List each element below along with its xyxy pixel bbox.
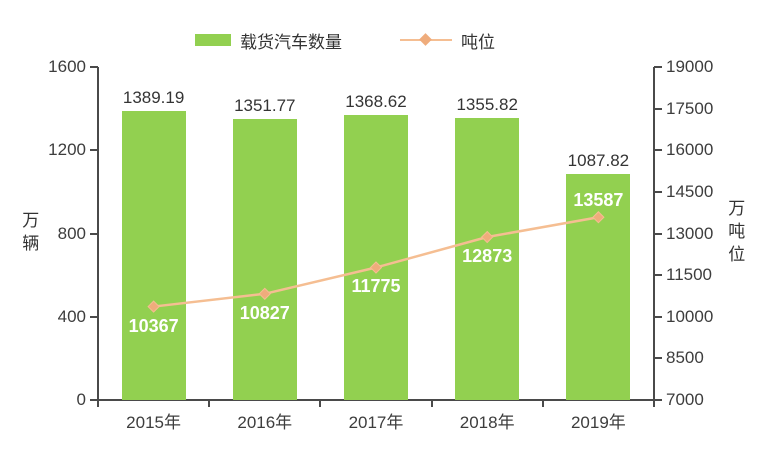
right-axis-tick xyxy=(654,66,662,68)
x-axis-tick xyxy=(97,400,99,407)
left-axis-tick xyxy=(90,315,98,318)
x-axis-category-label: 2015年 xyxy=(126,413,181,432)
right-axis-tick xyxy=(654,274,662,277)
left-axis-tick-label: 400 xyxy=(57,306,86,326)
bar-value-label: 1389.19 xyxy=(122,87,185,107)
line-value-label: 10367 xyxy=(128,315,179,336)
right-axis-tick xyxy=(654,357,662,360)
x-axis-tick xyxy=(208,400,211,407)
x-axis-category-label: 2016年 xyxy=(237,413,293,432)
left-axis-tick xyxy=(90,399,98,401)
left-axis-line xyxy=(97,67,99,400)
right-axis-tick xyxy=(654,149,662,152)
left-axis-title: 万辆 xyxy=(22,211,40,253)
legend: 载货汽车数量 吨位 xyxy=(0,28,690,52)
right-axis-tick xyxy=(654,107,662,110)
line-value-label: 13587 xyxy=(573,190,624,211)
x-axis-tick xyxy=(541,400,544,407)
bar-value-label: 1355.82 xyxy=(456,94,518,114)
legend-label-line: 吨位 xyxy=(461,32,495,52)
right-axis-tick-label: 13000 xyxy=(666,223,714,243)
bar-2017年 xyxy=(344,115,408,400)
left-axis-tick-label: 800 xyxy=(57,223,86,243)
right-axis-tick-label: 11500 xyxy=(666,265,713,285)
right-axis-tick-label: 8500 xyxy=(666,348,704,368)
right-axis-tick-label: 10000 xyxy=(666,306,714,326)
line-value-label: 10827 xyxy=(239,302,290,323)
left-axis-tick xyxy=(90,66,98,68)
right-axis-title: 万吨位 xyxy=(728,199,746,264)
bar-2016年 xyxy=(232,118,297,400)
legend-line-swatch-icon xyxy=(400,33,452,46)
line-value-label: 12873 xyxy=(462,246,513,267)
legend-item-line: 吨位 xyxy=(400,28,495,53)
legend-bar-swatch-icon xyxy=(195,34,231,46)
x-axis-category-label: 2017年 xyxy=(348,413,404,432)
left-axis-tick-label: 1200 xyxy=(48,140,86,160)
right-axis-tick xyxy=(654,232,662,235)
right-axis-tick xyxy=(654,399,662,401)
left-axis-tick xyxy=(90,232,98,235)
x-axis-tick xyxy=(319,400,322,407)
left-axis-tick-label: 0 xyxy=(76,390,86,409)
left-axis-tick-label: 1600 xyxy=(48,57,86,76)
right-axis-tick-label: 7000 xyxy=(666,390,704,409)
bar-2015年 xyxy=(121,110,186,400)
bottom-axis-line xyxy=(97,399,655,401)
line-value-label: 11775 xyxy=(351,276,401,297)
bar-value-label: 1351.77 xyxy=(234,95,296,115)
legend-label-bar: 载货汽车数量 xyxy=(240,32,342,52)
legend-item-bar: 载货汽车数量 xyxy=(195,28,342,53)
left-axis-tick xyxy=(90,149,98,152)
right-axis-tick xyxy=(654,190,662,193)
x-axis-category-label: 2018年 xyxy=(459,413,515,432)
right-axis-tick-label: 16000 xyxy=(666,140,714,160)
right-axis-tick xyxy=(654,315,662,318)
bar-value-label: 1087.82 xyxy=(567,150,630,170)
x-axis-category-label: 2019年 xyxy=(570,413,626,432)
right-axis-tick-label: 17500 xyxy=(666,98,714,118)
x-axis-tick xyxy=(653,400,655,407)
bar-value-label: 1368.62 xyxy=(345,92,407,112)
right-axis-tick-label: 19000 xyxy=(666,57,714,76)
x-axis-tick xyxy=(430,400,433,407)
right-axis-tick-label: 14500 xyxy=(666,181,714,201)
